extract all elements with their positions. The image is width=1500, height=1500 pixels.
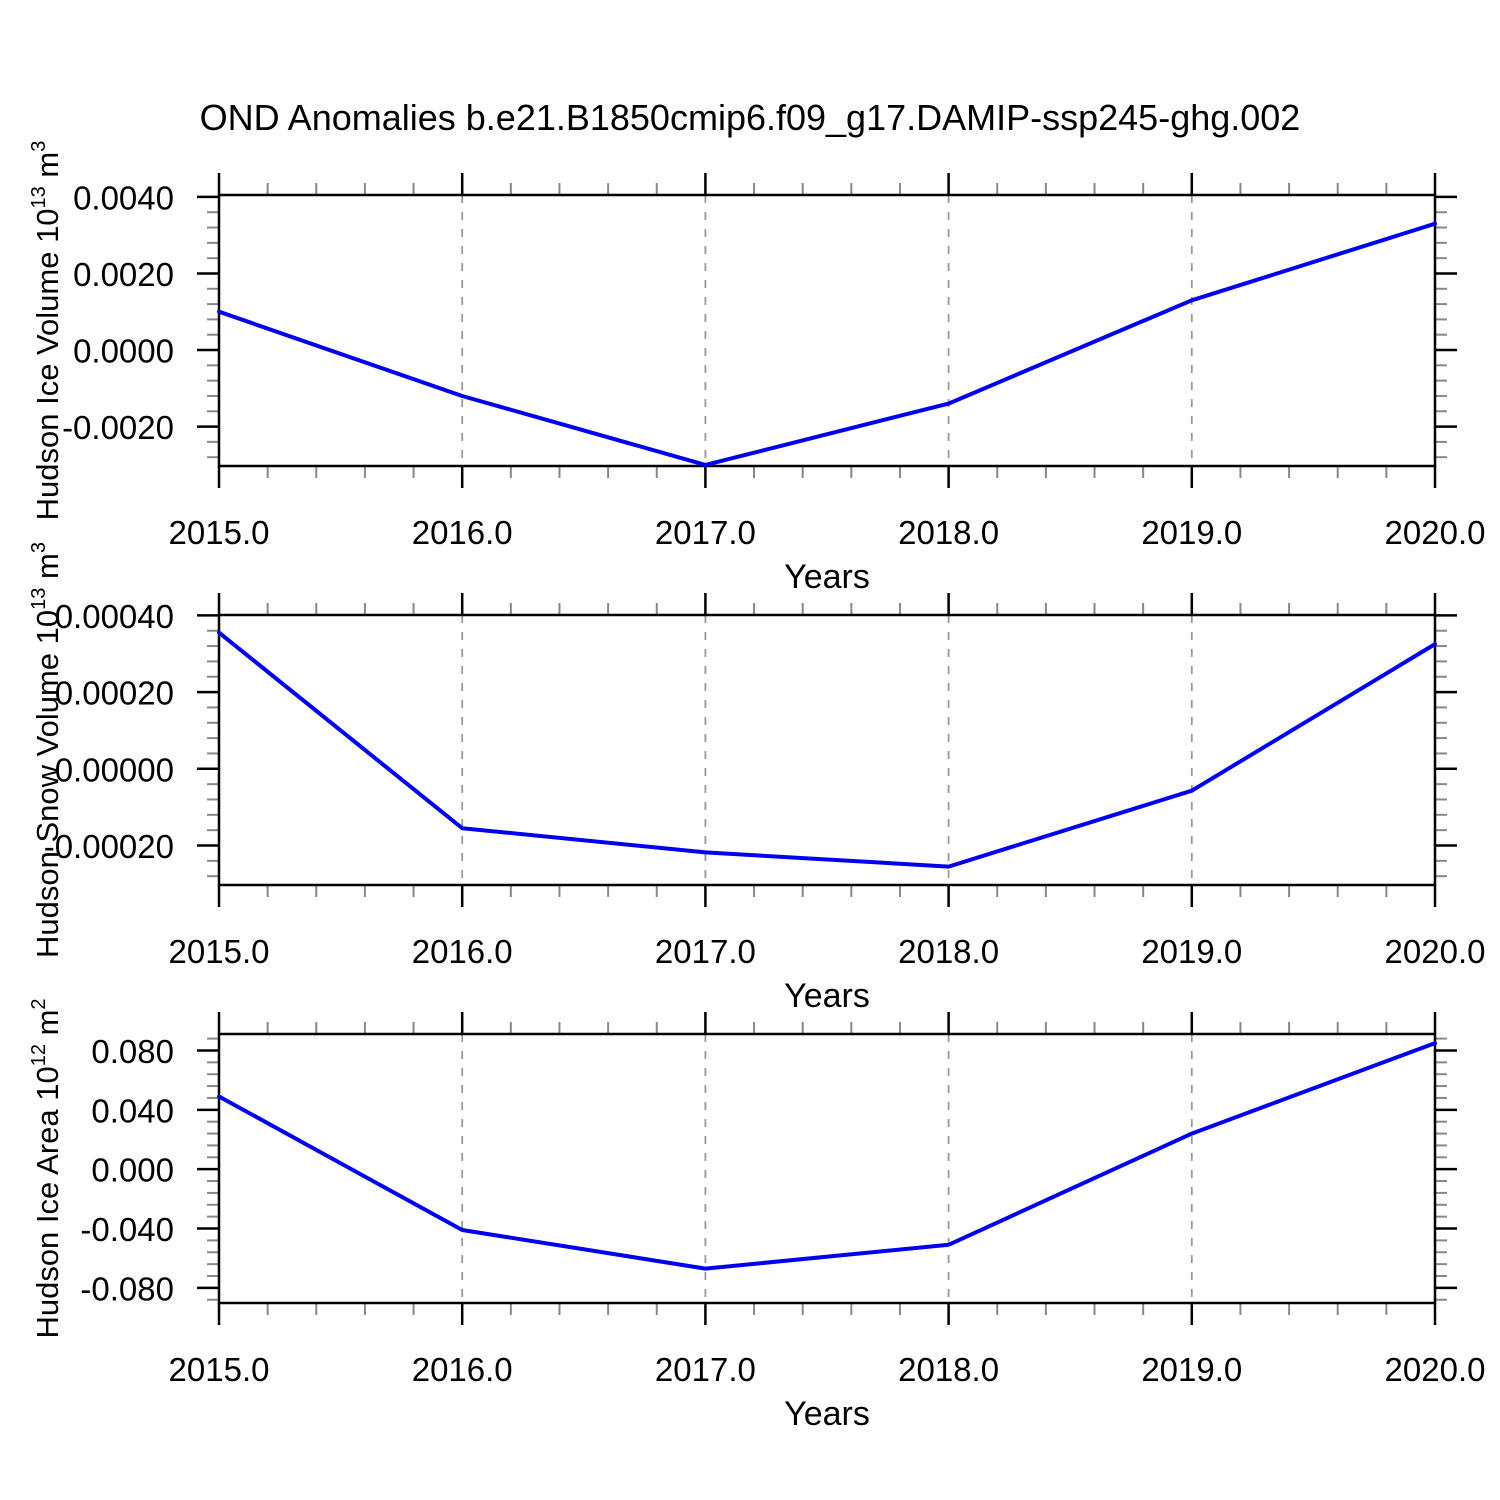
y-tick-label: -0.040: [80, 1211, 174, 1248]
y-axis-title-superscript: 2: [28, 998, 50, 1009]
x-tick-label: 2016.0: [412, 1351, 513, 1388]
y-axis-title-superscript: 13: [28, 186, 50, 208]
x-tick-label: 2020.0: [1385, 933, 1486, 970]
y-tick-label: 0.0000: [73, 333, 174, 370]
x-tick-label: 2019.0: [1141, 1351, 1242, 1388]
y-tick-label: 0.080: [91, 1033, 174, 1070]
x-tick-label: 2015.0: [169, 514, 270, 551]
x-tick-label: 2017.0: [655, 1351, 756, 1388]
y-tick-label: 0.00020: [55, 675, 174, 712]
y-axis-title-superscript: 3: [28, 542, 50, 553]
y-axis-title: Hudson Ice Volume 1013 m3: [28, 141, 65, 521]
x-tick-label: 2019.0: [1141, 514, 1242, 551]
y-axis-title-text: m: [30, 152, 65, 186]
x-tick-label: 2018.0: [898, 933, 999, 970]
x-tick-label: 2017.0: [655, 514, 756, 551]
x-axis-title: Years: [784, 1395, 870, 1433]
series-line: [217, 221, 1437, 467]
x-tick-label: 2020.0: [1385, 1351, 1486, 1388]
x-tick-label: 2016.0: [412, 933, 513, 970]
chart-panel-3: 2015.0 2016.0 2017.0 2018.0 2019.0 2020.0 0.08…: [28, 998, 1485, 1433]
y-axis-title-superscript: 3: [28, 141, 50, 152]
y-tick-label: 0.040: [91, 1092, 174, 1129]
x-tick-label: 2018.0: [898, 514, 999, 551]
chart-panel-2: 2015.0 2016.0 2017.0 2018.0 2019.0 2020.0 0.00…: [28, 542, 1485, 1015]
y-tick-label: -0.080: [80, 1270, 174, 1307]
y-tick-label: 0.000: [91, 1152, 174, 1189]
y-tick-label: -0.00020: [44, 828, 174, 865]
x-tick-label: 2020.0: [1385, 514, 1486, 551]
series-line: [217, 1041, 1437, 1271]
x-tick-label: 2019.0: [1141, 933, 1242, 970]
x-tick-label: 2017.0: [655, 933, 756, 970]
x-tick-label: 2018.0: [898, 1351, 999, 1388]
y-tick-label: 0.0020: [73, 256, 174, 293]
x-tick-label: 2015.0: [169, 933, 270, 970]
chart-panel-1: 2015.0 2016.0 2017.0 2018.0 2019.0 2020.0 0.00…: [28, 141, 1485, 596]
y-axis-title-superscript: 13: [28, 588, 50, 610]
y-axis-title-superscript: 12: [28, 1044, 50, 1066]
x-axis-title: Years: [784, 977, 870, 1015]
y-tick-label: 0.00000: [55, 751, 174, 788]
y-axis-title: Hudson Snow Volume 1013 m3: [28, 542, 65, 958]
y-axis-title-text: Hudson Snow Volume 10: [30, 610, 65, 958]
x-axis-title: Years: [784, 558, 870, 596]
plot-box: [217, 1032, 1437, 1305]
y-tick-label: -0.0020: [62, 409, 174, 446]
x-tick-label: 2016.0: [412, 514, 513, 551]
y-axis-title-text: Hudson Ice Area 10: [30, 1066, 65, 1338]
y-axis-title-text: m: [30, 1010, 65, 1044]
y-axis-title-text: Hudson Ice Volume 10: [30, 208, 65, 520]
y-tick-label: 0.0040: [73, 179, 174, 216]
plot-box: [217, 193, 1437, 468]
x-tick-label: 2015.0: [169, 1351, 270, 1388]
y-axis-title: Hudson Ice Area 1012 m2: [28, 998, 65, 1338]
series-line: [217, 630, 1437, 869]
y-tick-label: 0.00040: [55, 598, 174, 635]
y-axis-title-text: m: [30, 553, 65, 587]
figure-title: OND Anomalies b.e21.B1850cmip6.f09_g17.D…: [199, 97, 1301, 138]
plot-box: [217, 613, 1437, 887]
